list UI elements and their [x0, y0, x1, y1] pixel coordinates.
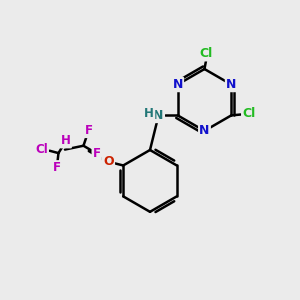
Text: N: N	[226, 78, 236, 91]
Text: N: N	[153, 109, 164, 122]
Text: Cl: Cl	[242, 107, 256, 120]
Text: F: F	[53, 161, 61, 174]
Text: H: H	[61, 134, 71, 147]
Text: Cl: Cl	[199, 47, 213, 60]
Text: F: F	[93, 148, 101, 160]
Text: H: H	[144, 107, 154, 120]
Text: F: F	[85, 124, 93, 137]
Text: O: O	[103, 155, 114, 168]
Text: N: N	[199, 124, 210, 137]
Text: N: N	[172, 78, 183, 91]
Text: Cl: Cl	[35, 143, 48, 156]
